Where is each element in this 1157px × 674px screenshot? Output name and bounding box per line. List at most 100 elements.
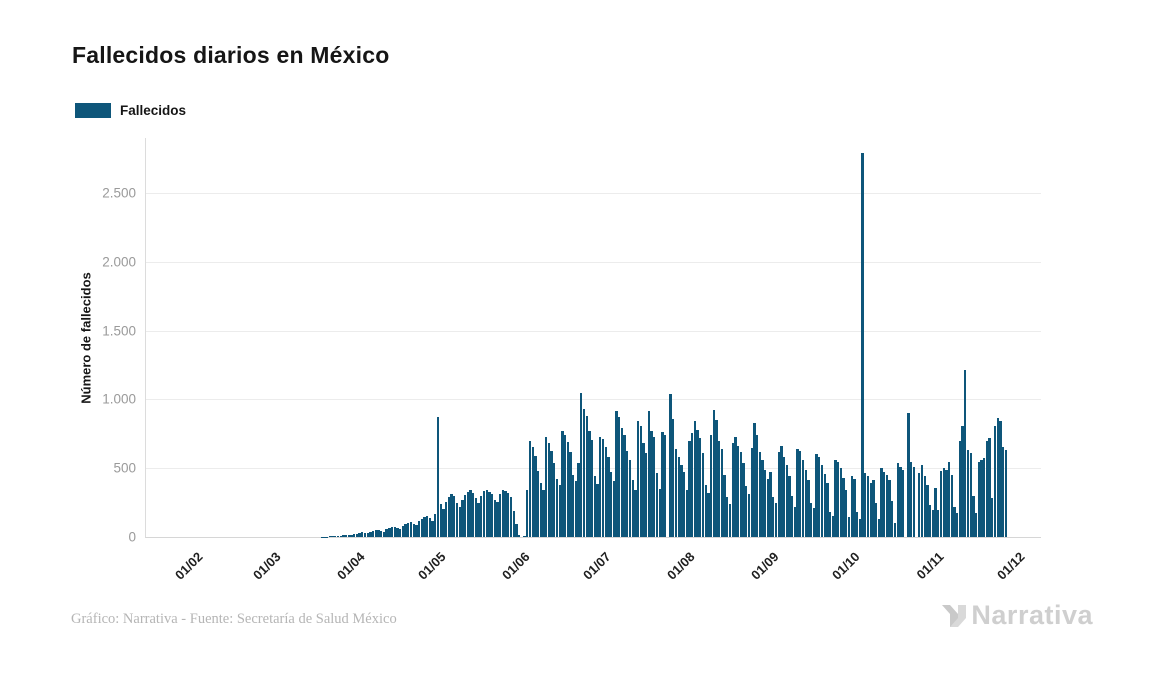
bar [937, 510, 940, 537]
bar [371, 531, 375, 537]
bar [980, 459, 983, 537]
bar [953, 506, 956, 537]
bar [820, 465, 824, 537]
bar [655, 473, 659, 537]
bar [728, 503, 732, 537]
bar [804, 469, 807, 537]
bar [788, 476, 791, 537]
bar [899, 466, 902, 537]
bar [923, 476, 926, 537]
bar [942, 468, 945, 537]
bar [972, 495, 975, 537]
bar [399, 528, 402, 537]
bar [837, 462, 840, 537]
bar [966, 449, 970, 537]
bar [693, 421, 697, 537]
bar [409, 522, 413, 537]
x-tick-label-01-08: 01/08 [663, 549, 698, 583]
gridline-1500 [146, 330, 1041, 332]
bar [593, 476, 596, 537]
bar [801, 459, 805, 537]
bar [880, 468, 883, 537]
bar [442, 509, 445, 537]
bar [496, 501, 499, 537]
bar [928, 505, 932, 537]
bar [866, 476, 870, 537]
bar [396, 527, 399, 537]
bar [553, 462, 556, 537]
bar [847, 517, 851, 537]
bar [715, 420, 718, 537]
bar [515, 523, 518, 537]
bar [696, 429, 699, 537]
bar [812, 508, 816, 537]
bar [588, 431, 591, 537]
bar [607, 457, 610, 537]
bar [639, 425, 642, 537]
bar [628, 459, 632, 537]
bar [969, 453, 972, 537]
bar [769, 472, 772, 537]
bar [707, 492, 710, 537]
bar [342, 535, 345, 537]
bar [939, 470, 943, 537]
bar [385, 529, 388, 537]
bar [818, 456, 821, 537]
bar [361, 532, 364, 537]
bar [993, 425, 997, 537]
bar [499, 493, 502, 537]
bar [444, 501, 448, 537]
bar [907, 413, 910, 537]
bar [353, 534, 356, 537]
bar [480, 495, 483, 537]
bar [726, 497, 729, 537]
bar [509, 497, 513, 537]
bar [580, 393, 583, 537]
bar [366, 533, 369, 537]
bar [772, 497, 775, 537]
bar [512, 510, 515, 537]
bar [642, 443, 645, 537]
bar [839, 468, 843, 537]
x-tick-label-01-03: 01/03 [250, 549, 284, 583]
bar [423, 517, 426, 537]
bar [523, 536, 526, 537]
bar [734, 436, 737, 537]
bar [758, 452, 761, 537]
bar [753, 422, 756, 537]
bar [653, 436, 656, 537]
x-tick-label-01-09: 01/09 [747, 549, 782, 583]
bar [374, 530, 377, 537]
bar [947, 462, 951, 537]
bar [488, 491, 491, 537]
bar [336, 535, 340, 537]
bar [823, 474, 826, 537]
bar [420, 519, 423, 537]
bar [618, 417, 621, 537]
bar [566, 442, 569, 537]
bar [369, 532, 372, 537]
bar [572, 475, 575, 537]
bar [709, 434, 713, 537]
bar [555, 479, 559, 537]
bar [664, 435, 667, 537]
bar [918, 473, 921, 537]
bar [650, 431, 653, 537]
bar [620, 428, 624, 537]
x-tick-label-01-04: 01/04 [333, 549, 368, 583]
chart-credit: Gráfico: Narrativa - Fuente: Secretaría … [71, 611, 397, 627]
bar [504, 490, 507, 537]
bar [782, 456, 786, 537]
bar [458, 507, 461, 537]
x-tick-label-01-07: 01/07 [579, 549, 614, 583]
bar [431, 520, 434, 537]
narrativa-logo: Narrativa [939, 600, 1093, 631]
bar [977, 462, 980, 537]
bar [685, 489, 688, 537]
bar [563, 434, 567, 537]
bar [766, 479, 770, 537]
bar [745, 486, 748, 537]
bar [334, 536, 337, 537]
bar [885, 475, 889, 537]
bar [550, 451, 553, 537]
